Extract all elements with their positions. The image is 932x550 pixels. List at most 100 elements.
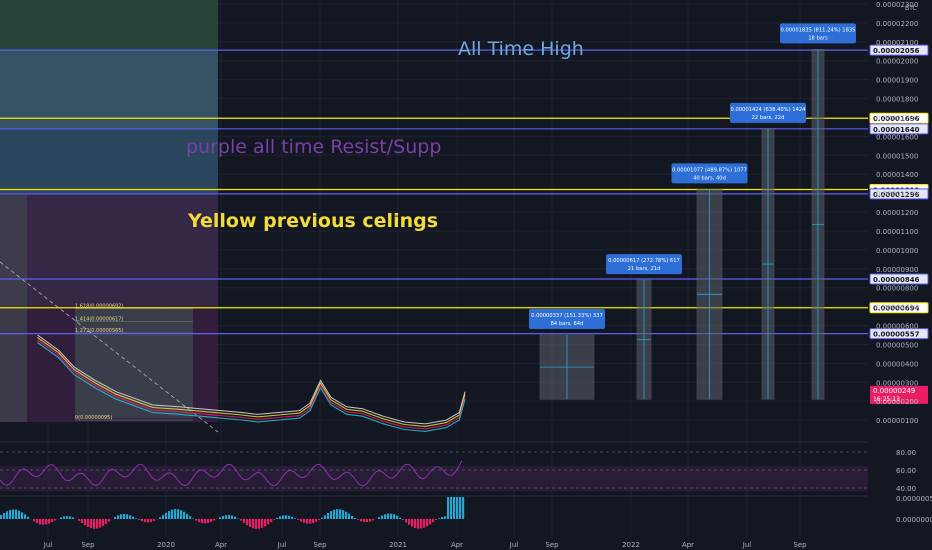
last-price-countdown: 16:25:13 [873,396,900,403]
projection-callout-line2: 21 bars, 21d [628,266,661,272]
level-price-tag [869,188,929,200]
price-tick-label: 0.00001000 [876,247,918,255]
macd-histogram-bar [297,519,300,520]
macd-histogram-bar [66,516,69,519]
macd-histogram-bar [393,514,396,519]
annotation-all-time-high: All Time High [458,38,584,60]
macd-histogram-bar [147,519,150,523]
level-price-label: 0.00001296 [873,191,920,199]
macd-histogram-bar [132,516,135,519]
currency-label: BTC [905,5,917,12]
macd-histogram-bar [231,515,234,519]
projection-callout-line2: 40 bars, 40d [693,175,726,181]
time-tick-label: 2021 [389,541,407,549]
macd-histogram-bar [39,519,42,525]
level-price-tag [869,112,929,124]
annotation-yellow-ceilings: Yellow previous celings [188,210,439,232]
macd-histogram-bar [330,511,333,519]
projection-callout-line2: 22 bars, 22d [752,115,785,121]
price-tick-label: 0.00001200 [876,209,918,217]
macd-histogram-bar [447,497,450,519]
price-tick-label: 0.00000800 [876,285,918,293]
macd-histogram-bar [279,516,282,519]
macd-histogram-bar [390,513,393,519]
time-axis[interactable]: Jul Sep 2020 Apr Jul Sep 2021 Apr Jul Sep 2022 Apr J… [43,541,807,549]
macd-histogram-bar [243,519,246,523]
price-tick-label: 0.00001400 [876,171,918,179]
projection-callout-line1: 0.00001835 (811.24%) 1835 [781,27,856,33]
macd-histogram-bar [123,513,126,519]
level-price-tag [869,328,929,340]
macd-histogram-bar [366,519,369,523]
macd-histogram-bar [381,515,384,519]
macd-histogram-bar [192,518,195,519]
macd-histogram-bar [102,519,105,527]
projection-callout-line1: 0.00001077 (489.87%) 1077 [672,167,747,173]
macd-histogram-bar [93,519,96,529]
macd-histogram-bar [408,519,411,525]
level-price-tag [869,123,929,135]
price-line [37,334,466,425]
macd-histogram-bar [165,512,168,519]
macd-histogram-bar [21,512,24,519]
macd-histogram-bar [384,514,387,519]
macd-histogram-bar [285,515,288,519]
macd-histogram-bar [261,519,264,528]
macd-histogram-bar [27,516,30,519]
macd-histogram-bar [63,516,66,519]
macd-histogram-bar [363,519,366,523]
macd-histogram-bar [207,519,210,523]
macd-histogram-bar [321,517,324,519]
macd-histogram-bar [396,515,399,519]
projection-callout-box [671,163,748,184]
macd-histogram-bar [45,519,48,525]
macd-histogram-bar [339,509,342,519]
macd-histogram-bar [450,497,453,519]
level-price-label: 0.00000557 [873,331,920,339]
time-tick-label: 2020 [157,541,175,549]
macd-histogram-bar [3,512,6,519]
fib-level-label: 1.414(0.00000617) [75,317,123,323]
macd-histogram-bar [141,519,144,522]
macd-histogram-bar [189,516,192,519]
macd-histogram-bar [309,519,312,524]
macd-histogram-bar [138,519,141,520]
projection-callout-line2: 84 bars, 84d [551,321,584,327]
macd-histogram-bar [225,515,228,519]
macd-histogram-bar [6,511,9,519]
projection-callout-box [606,254,682,275]
macd-histogram-bar [135,518,138,519]
projection-callout-line1: 0.00000337 (151.33%) 337 [531,313,603,319]
macd-histogram-bar [423,519,426,528]
time-tick-label: Apr [215,541,227,549]
macd-histogram-bar [405,519,408,523]
macd-histogram-bar [201,519,204,524]
moving-average-line [37,337,466,427]
macd-histogram-bar [81,519,84,524]
price-axis[interactable]: 0.00002300 0.00002200 0.00002100 0.00002000… [876,1,918,425]
macd-histogram-bar [18,510,21,519]
macd-histogram-bar [162,514,165,519]
projection-callout-box [529,308,605,329]
macd-histogram-bar [264,519,267,527]
macd-histogram-bar [117,515,120,519]
macd-histogram-bar [99,519,102,528]
macd-histogram-bar [195,519,198,521]
macd-histogram-bar [387,513,390,519]
projection-boxes[interactable]: 0.00000337 (151.33%) 337 84 bars, 84d 0.00… [529,23,856,400]
macd-histogram-bar [336,509,339,519]
macd-histogram-bar [54,519,57,521]
macd-histogram-bar [174,509,177,519]
horizontal-levels: 0.000020560.000016960.000016400.00001319… [0,44,929,340]
time-tick-label: Apr [451,541,463,549]
macd-histogram-bar [144,519,147,523]
macd-histogram-bar [237,518,240,519]
time-tick-label: Jul [742,541,752,549]
projection-callout-line2: 18 bars [808,35,828,41]
macd-histogram-bar [303,519,306,523]
price-tick-label: 0.00001300 [876,190,918,198]
macd-histogram-bar [204,519,207,524]
